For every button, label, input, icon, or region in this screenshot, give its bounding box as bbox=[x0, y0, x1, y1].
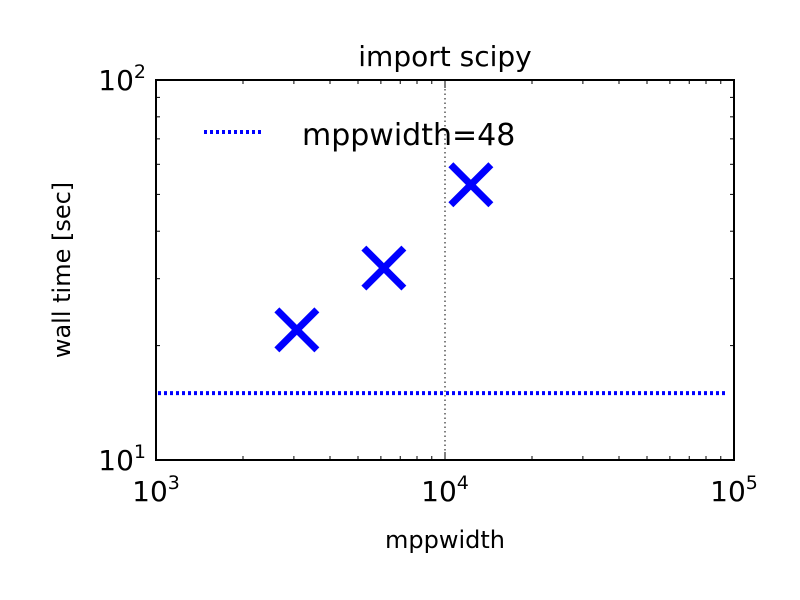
y-tick-label-1: 102 bbox=[98, 61, 146, 97]
legend-label: mppwidth=48 bbox=[302, 118, 515, 153]
data-point-stroke-b bbox=[361, 245, 407, 291]
data-point-stroke-b bbox=[448, 162, 494, 208]
x-tick-label-2: 105 bbox=[710, 472, 758, 508]
legend: mppwidth=48 bbox=[204, 118, 515, 153]
data-point-0-0 bbox=[274, 307, 320, 353]
data-point-0-1 bbox=[361, 245, 407, 291]
x-tick-label-1: 104 bbox=[421, 472, 469, 508]
y-tick-label-0: 101 bbox=[98, 441, 146, 477]
data-point-stroke-b bbox=[274, 307, 320, 353]
x-tick-label-0: 103 bbox=[132, 472, 180, 508]
plot-area bbox=[158, 80, 728, 460]
chart-title: import scipy bbox=[358, 40, 531, 73]
plot-frame bbox=[155, 79, 735, 461]
data-point-0-2 bbox=[448, 162, 494, 208]
y-axis-label: wall time [sec] bbox=[48, 182, 76, 358]
axis-tick-labels: 103 104 105 101 102 bbox=[98, 61, 758, 508]
x-axis-label: mppwidth bbox=[385, 526, 505, 554]
